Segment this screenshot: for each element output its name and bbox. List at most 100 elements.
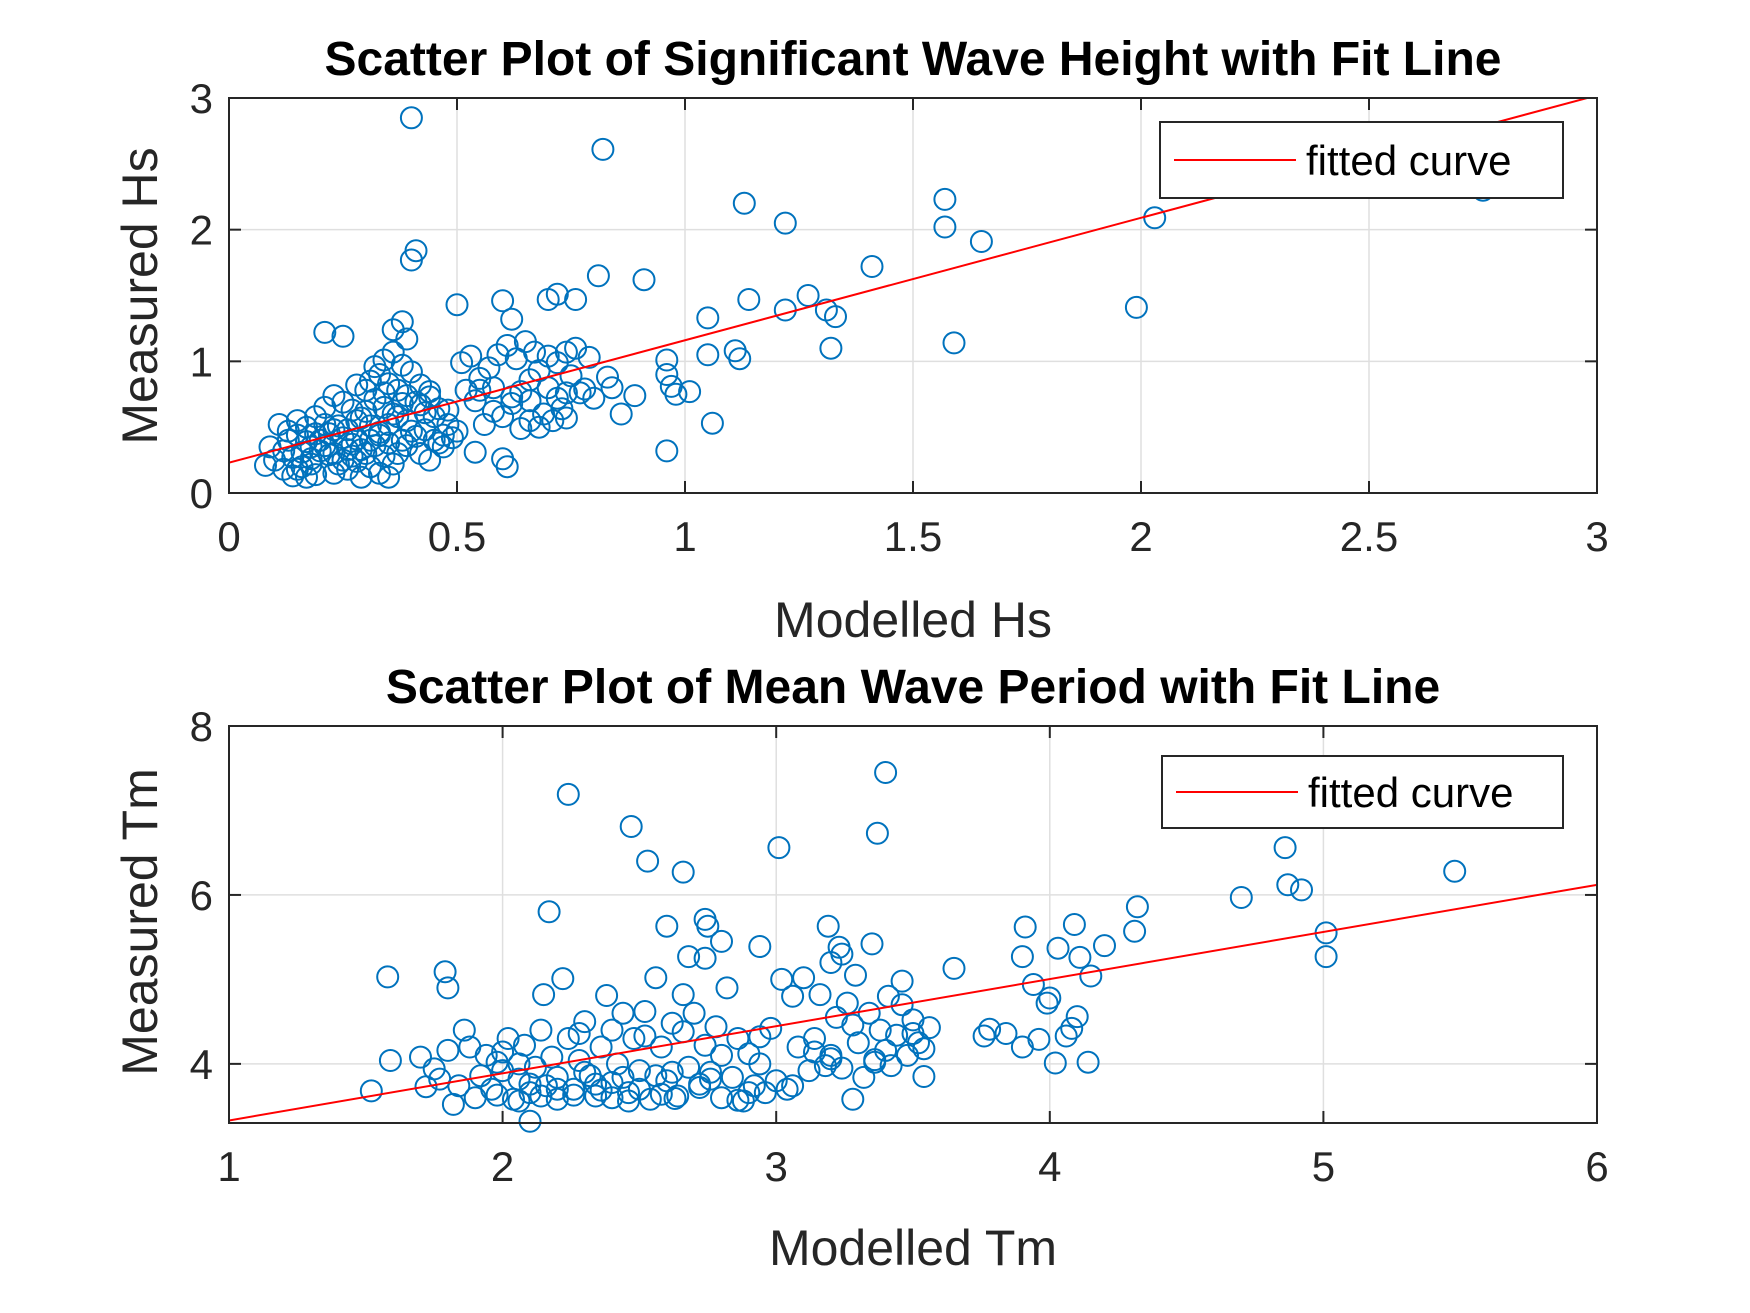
tm-data-point: [359, 1079, 383, 1103]
tm-data-point: [529, 1018, 553, 1042]
tm-data-point: [649, 1082, 673, 1106]
tm-data-point: [816, 914, 840, 938]
hs-data-point: [545, 282, 569, 306]
hs-data-point: [860, 255, 884, 278]
hs-x-tick-label: 2.5: [1340, 513, 1398, 560]
tm-data-point: [537, 900, 561, 924]
hs-data-point: [390, 392, 414, 415]
tm-data-point: [589, 1035, 613, 1059]
tm-data-point: [436, 976, 460, 1000]
tm-data-point: [715, 976, 739, 1000]
hs-data-point: [773, 211, 797, 235]
tm-data-point: [865, 821, 889, 845]
tm-data-point: [636, 849, 660, 873]
hs-data-point: [459, 344, 483, 368]
tm-data-point: [1276, 873, 1300, 897]
hs-data-point: [541, 409, 565, 433]
hs-data-point: [377, 413, 401, 436]
tm-data-point: [595, 984, 619, 1007]
hs-data-point: [299, 452, 323, 476]
tm-x-tick-label: 3: [765, 1143, 788, 1190]
hs-data-point: [399, 106, 423, 130]
tm-data-point: [518, 1109, 542, 1133]
tm-data-point: [671, 983, 695, 1007]
tm-data-point: [1125, 895, 1149, 919]
tm-data-point: [452, 1018, 476, 1042]
hs-data-point: [486, 343, 510, 367]
tm-data-point: [627, 1059, 651, 1083]
tm-data-point: [523, 1055, 547, 1079]
tm-y-tick-label: 4: [190, 1041, 213, 1088]
tm-y-axis-label: Measured Tm: [112, 768, 168, 1076]
tm-legend: fitted curve: [1161, 755, 1564, 829]
hs-data-point: [482, 399, 505, 423]
hs-data-point: [527, 415, 551, 439]
tm-data-point: [770, 967, 794, 991]
tm-data-point: [775, 1077, 799, 1101]
tm-data-point: [532, 983, 556, 1007]
tm-data-point: [1079, 964, 1103, 988]
hs-data-point: [331, 324, 355, 348]
tm-data-point: [720, 1065, 744, 1089]
hs-data-point: [609, 402, 633, 426]
hs-data-point: [322, 442, 346, 465]
tm-data-point: [688, 1072, 712, 1096]
tm-data-point: [644, 966, 668, 990]
tm-data-point: [693, 946, 717, 970]
hs-data-point: [440, 426, 464, 450]
hs-data-point: [295, 430, 318, 454]
hs-data-point: [313, 434, 337, 458]
tm-data-point: [860, 932, 884, 956]
tm-data-point: [617, 1089, 640, 1113]
hs-data-point: [418, 448, 442, 472]
tm-data-point: [846, 1031, 870, 1055]
hs-data-point: [573, 377, 597, 401]
hs-data-point: [969, 230, 993, 253]
tm-data-point: [841, 1013, 865, 1037]
hs-data-point: [399, 360, 423, 384]
tm-data-point: [748, 1052, 772, 1076]
hs-data-point: [326, 414, 350, 438]
hs-data-point: [304, 422, 328, 446]
tm-data-point: [1060, 1016, 1084, 1040]
tm-data-point: [852, 1065, 876, 1089]
tm-data-point: [978, 1017, 1002, 1041]
tm-data-point: [507, 1089, 531, 1113]
hs-data-point: [454, 378, 478, 402]
tm-data-point: [857, 1001, 881, 1025]
hs-data-point: [600, 376, 624, 400]
tm-data-point: [485, 1083, 509, 1107]
tm-data-point: [1123, 919, 1147, 943]
tm-data-point: [666, 1084, 690, 1108]
hs-data-point: [582, 386, 606, 410]
hs-data-point: [696, 306, 720, 330]
tm-data-point: [696, 914, 720, 938]
tm-data-point: [474, 1043, 498, 1067]
tm-data-point: [748, 1025, 772, 1049]
tm-data-point: [589, 1078, 613, 1102]
tm-data-point: [1093, 934, 1116, 958]
hs-data-point: [345, 409, 369, 433]
hs-data-point: [586, 264, 610, 288]
hs-data-point: [372, 381, 396, 405]
hs-data-point: [340, 444, 364, 468]
tm-data-point: [562, 1077, 586, 1101]
tm-data-point: [972, 1024, 996, 1048]
hs-data-point: [824, 305, 847, 329]
tm-data-point: [1046, 936, 1070, 960]
tm-data-point: [551, 967, 575, 991]
tm-data-point: [699, 1067, 722, 1091]
hs-data-point: [942, 331, 966, 355]
hs-data-point: [358, 428, 382, 452]
hs-data-point: [313, 320, 337, 344]
hs-data-point: [445, 293, 469, 317]
hs-data-point: [390, 310, 414, 334]
tm-data-point: [611, 1001, 635, 1025]
hs-data-point: [632, 268, 656, 292]
hs-x-tick-label: 3: [1585, 513, 1608, 560]
hs-data-point: [491, 289, 515, 313]
hs-data-point: [482, 376, 505, 400]
hs-x-tick-label: 1: [673, 513, 696, 560]
hs-data-point: [655, 439, 679, 463]
tm-y-tick-label: 6: [190, 872, 213, 919]
